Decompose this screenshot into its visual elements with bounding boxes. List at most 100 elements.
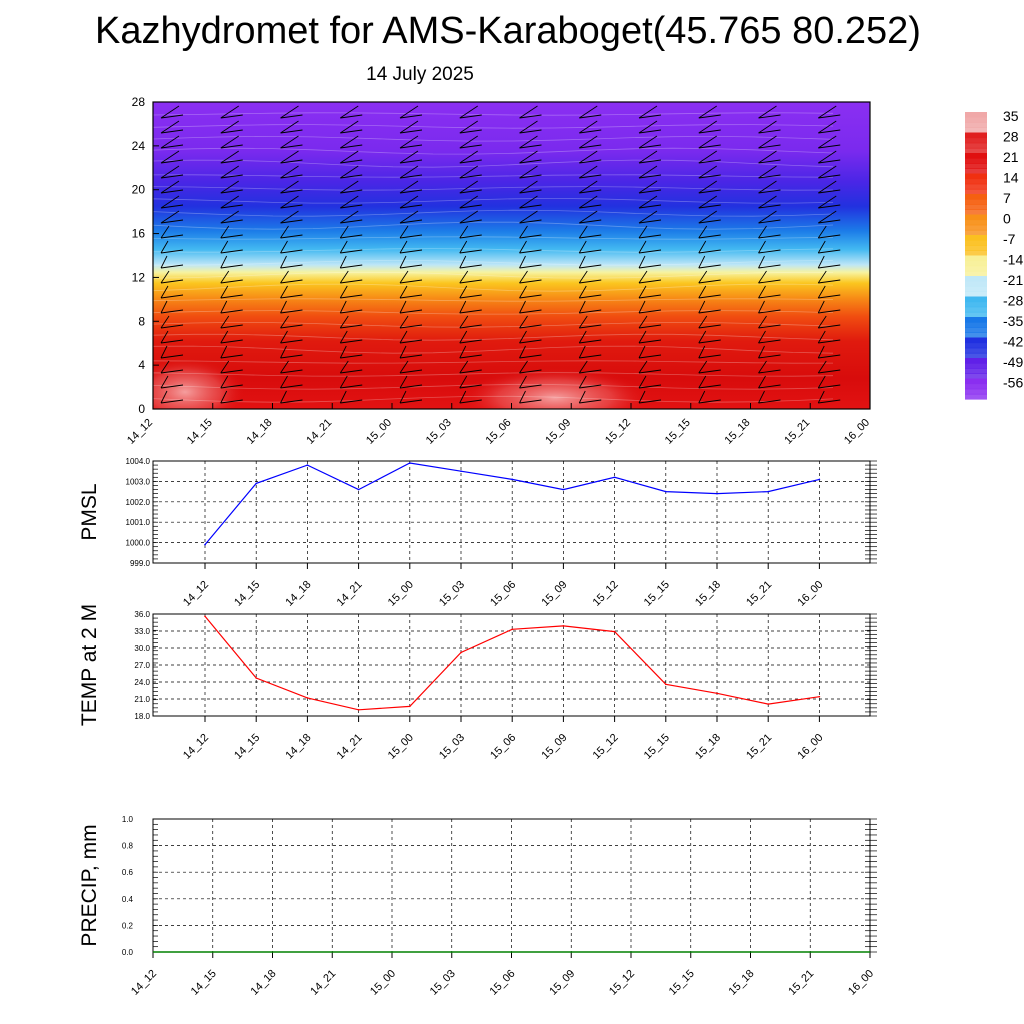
wind-barb [220, 165, 243, 179]
wind-barb [280, 390, 303, 404]
wind-barb [698, 105, 721, 119]
data-point [255, 677, 257, 679]
wind-barb [758, 135, 781, 149]
wind-barb [698, 255, 721, 269]
wind-barb [519, 390, 542, 404]
colorbar-swatch [965, 311, 987, 318]
wind-barb [878, 316, 900, 328]
chart-subtitle: 14 July 2025 [366, 64, 474, 85]
wind-barb [280, 120, 303, 134]
y-tick-label: 0 [138, 402, 145, 416]
wind-barb [638, 285, 662, 299]
y-tick-label: 4 [138, 358, 145, 372]
colorbar-swatch [965, 347, 987, 354]
wind-barb [817, 240, 841, 254]
wind-barb [758, 360, 781, 374]
wind-barb [698, 390, 721, 404]
wind-barb [818, 150, 841, 164]
wind-barb [160, 270, 184, 284]
wind-barb [339, 240, 363, 254]
data-point [460, 651, 462, 654]
wind-barb [459, 105, 482, 119]
wind-barb [340, 105, 363, 119]
data-point [357, 488, 360, 491]
wind-barb [339, 225, 363, 239]
wind-barb [280, 105, 303, 119]
wind-barb [578, 285, 602, 299]
wind-barb [698, 150, 721, 164]
wind-barb [459, 180, 482, 194]
wind-barb [160, 390, 184, 404]
wind-barb [519, 270, 542, 284]
colorbar-label: 28 [1003, 129, 1019, 145]
colorbar-label: -49 [1003, 354, 1023, 370]
colorbar-swatch [965, 142, 987, 149]
wind-barb [280, 375, 303, 389]
wind-barb [519, 300, 542, 314]
wind-barb [280, 225, 303, 239]
colorbar-swatch [965, 250, 987, 257]
x-tick-label: 15_03 [428, 968, 458, 998]
wind-barb [160, 105, 184, 119]
wind-barb [818, 105, 841, 119]
x-tick-label: 14_21 [335, 579, 365, 609]
wind-barb [817, 315, 841, 329]
colorbar-swatch [965, 373, 987, 380]
wind-barb [160, 180, 184, 194]
wind-barb [160, 375, 184, 389]
colorbar-swatch [965, 137, 987, 144]
data-point [409, 462, 411, 464]
wind-barb [459, 195, 482, 209]
wind-barb [160, 195, 184, 209]
colorbar-swatch [965, 194, 987, 200]
wind-barb [698, 315, 721, 329]
wind-barb [579, 210, 602, 224]
wind-barb [758, 120, 781, 134]
wind-barb [160, 120, 184, 134]
wind-barb [878, 346, 900, 358]
wind-barb [220, 300, 243, 314]
contour-line [153, 236, 834, 240]
wind-barb [698, 330, 721, 344]
wind-barb [280, 135, 303, 149]
x-tick-label: 14_12 [181, 579, 211, 609]
wind-barb [818, 195, 841, 209]
y-tick-label: 24.0 [134, 678, 150, 687]
colorbar-swatch [965, 393, 987, 400]
colorbar-swatch [965, 378, 987, 385]
data-point [306, 464, 309, 466]
colorbar-swatch [965, 147, 987, 154]
wind-barb [399, 150, 423, 164]
wind-barb [758, 210, 781, 224]
wind-barb [519, 120, 542, 134]
y-tick-label: 8 [138, 314, 145, 328]
y-tick-label: 28 [132, 95, 146, 109]
x-tick-label: 15_15 [663, 417, 693, 447]
wind-barb [638, 375, 662, 389]
x-tick-label: 15_09 [539, 579, 569, 609]
wind-barb [160, 255, 184, 269]
colorbar-swatch [965, 276, 987, 282]
wind-barb [280, 150, 303, 164]
wind-barb [340, 210, 363, 224]
wind-barb [459, 390, 482, 404]
wind-barb [698, 210, 721, 224]
wind-barb [878, 226, 900, 238]
x-tick-label: 14_18 [245, 417, 275, 447]
wind-barb [280, 195, 303, 209]
wind-barb [638, 120, 662, 134]
wind-barb [638, 180, 662, 194]
wind-barb [160, 225, 184, 239]
y-tick-label: 1.0 [122, 815, 134, 824]
wind-barb [578, 255, 602, 269]
wind-barb [579, 120, 602, 134]
y-tick-label: 21.0 [134, 695, 150, 704]
colorbar-label: -7 [1003, 231, 1016, 247]
wind-barb [519, 150, 542, 164]
wind-barb [878, 166, 900, 178]
data-point [562, 625, 565, 627]
colorbar-swatch [965, 322, 987, 328]
y-tick-label: 999.0 [130, 559, 151, 568]
x-tick-label: 14_12 [125, 417, 155, 447]
x-tick-label: 15_00 [368, 968, 398, 998]
